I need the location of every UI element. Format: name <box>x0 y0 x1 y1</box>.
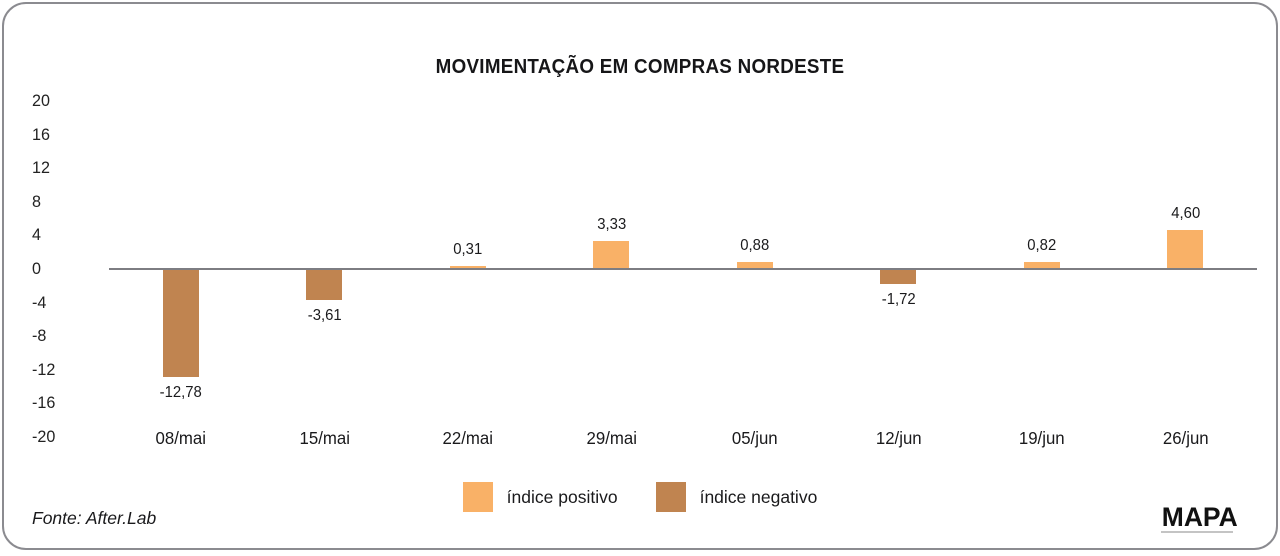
plot-area: -12,78 08/mai -3,61 15/mai 0,31 22/mai 3,33 29/… <box>109 4 1257 556</box>
y-tick-label: 0 <box>32 259 41 278</box>
brand-tagline-microtext <box>1160 531 1233 533</box>
bar-negative <box>162 270 199 378</box>
zero-axis-line <box>109 268 1257 270</box>
category-column: 3,33 29/mai <box>540 4 684 556</box>
y-tick-label: -16 <box>32 393 56 413</box>
y-tick-label: 16 <box>32 124 50 144</box>
bar-value-label: -3,61 <box>307 307 342 325</box>
category-column: -12,78 08/mai <box>109 4 253 556</box>
bar-positive <box>449 266 486 269</box>
bar-negative <box>306 270 343 301</box>
bar-value-label: 0,31 <box>453 241 483 259</box>
x-tick-label: 08/mai <box>155 428 206 448</box>
x-tick-label: 22/mai <box>442 428 493 448</box>
category-column: 0,82 19/jun <box>970 4 1114 556</box>
bar-value-label: -1,72 <box>881 291 916 309</box>
x-tick-label: 26/jun <box>1162 428 1209 448</box>
category-column: 4,60 26/jun <box>1114 4 1258 556</box>
category-column: 0,31 22/mai <box>396 4 540 556</box>
y-tick-label: 12 <box>32 158 50 178</box>
legend-item-positive: índice positivo <box>462 482 618 512</box>
x-tick-label: 15/mai <box>299 428 350 448</box>
y-tick-label: 8 <box>32 191 41 211</box>
legend-label-positive: índice positivo <box>506 486 618 507</box>
bar-positive <box>1023 262 1060 269</box>
chart-title: MOVIMENTAÇÃO EM COMPRAS NORDESTE <box>435 56 845 78</box>
bar-positive <box>1167 230 1204 269</box>
brand-logo-text: MAPA <box>1161 502 1238 532</box>
legend: índice positivo índice negativo <box>4 482 1276 512</box>
bar-positive <box>593 241 630 269</box>
category-column: -1,72 12/jun <box>827 4 971 556</box>
positive-color-swatch <box>462 482 493 512</box>
bar-positive <box>736 261 773 269</box>
category-column: -3,61 15/mai <box>253 4 397 556</box>
legend-item-negative: índice negativo <box>655 482 818 512</box>
y-tick-label: -12 <box>32 359 56 379</box>
y-tick-label: -8 <box>32 326 47 346</box>
x-tick-label: 05/jun <box>731 428 778 448</box>
x-tick-label: 12/jun <box>875 428 922 448</box>
bar-value-label: -12,78 <box>159 384 202 402</box>
negative-color-swatch <box>655 482 686 512</box>
bar-value-label: 3,33 <box>596 216 626 234</box>
y-tick-label: -20 <box>32 427 56 446</box>
x-tick-label: 19/jun <box>1018 428 1065 448</box>
y-tick-label: 20 <box>32 91 50 110</box>
y-tick-label: 4 <box>32 225 41 245</box>
legend-label-negative: índice negativo <box>699 486 818 507</box>
source-credit: Fonte: After.Lab <box>32 508 157 528</box>
y-tick-label: -4 <box>32 292 47 312</box>
bar-value-label: 0,82 <box>1027 237 1057 255</box>
brand-logo: MAPA <box>1160 502 1239 533</box>
bar-negative <box>880 270 917 285</box>
bar-value-label: 0,88 <box>740 236 770 254</box>
x-tick-label: 29/mai <box>586 428 637 448</box>
category-column: 0,88 05/jun <box>683 4 827 556</box>
bar-value-label: 4,60 <box>1170 205 1200 223</box>
